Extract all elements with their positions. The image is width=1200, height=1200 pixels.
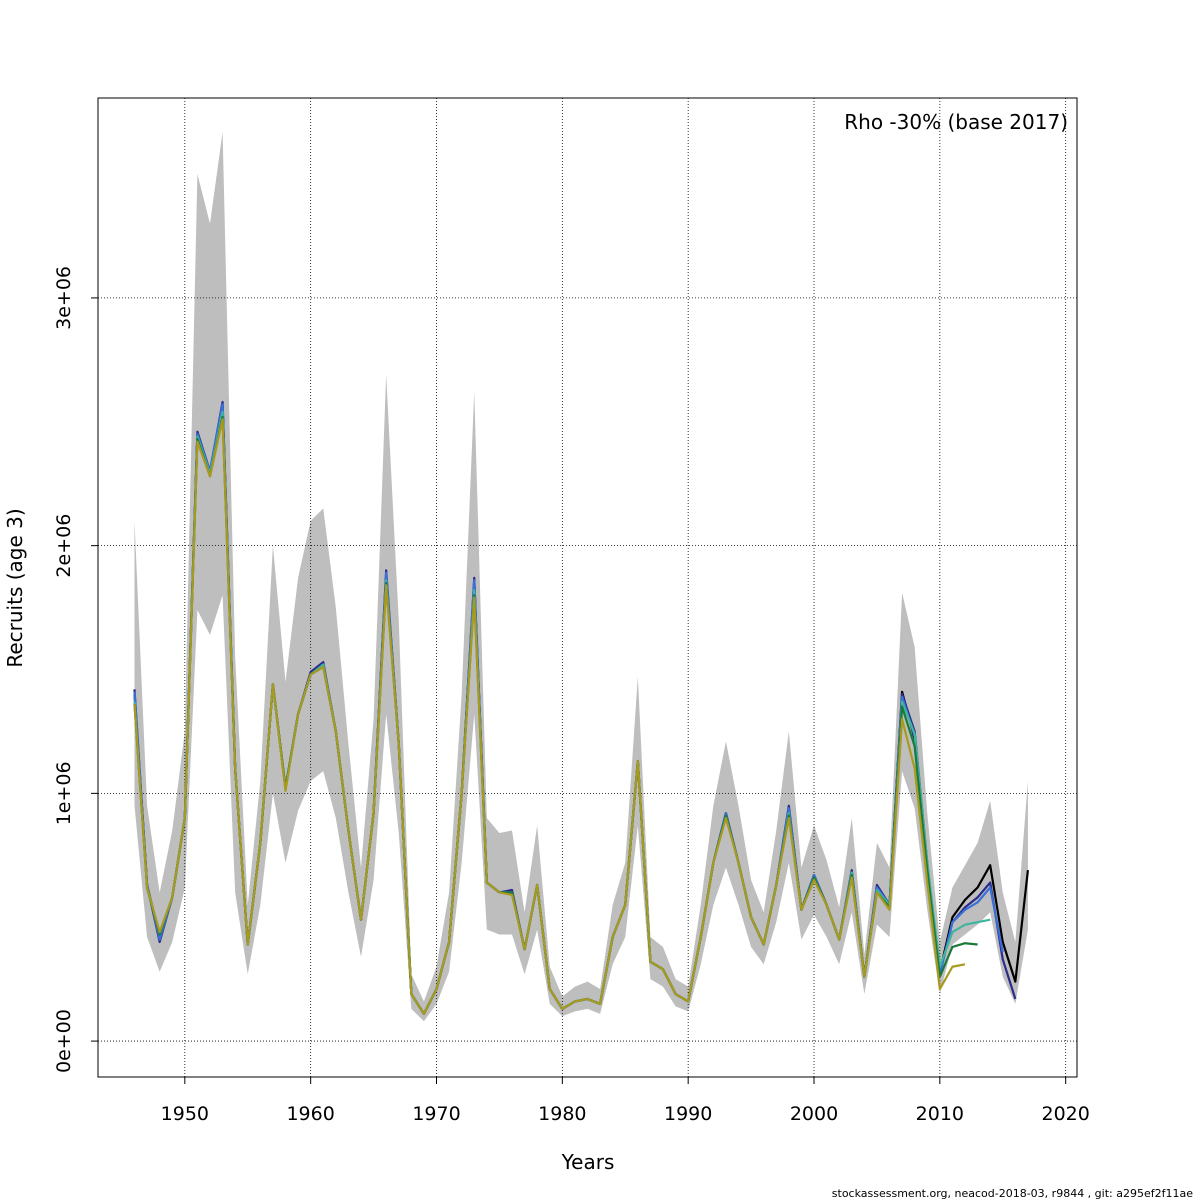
x-axis-title: Years (561, 1150, 615, 1174)
x-tick-label: 1950 (161, 1103, 209, 1125)
x-tick-label: 1990 (664, 1103, 712, 1125)
x-tick-label: 1980 (538, 1103, 586, 1125)
x-tick-label: 2020 (1041, 1103, 1089, 1125)
confidence-band (134, 131, 1028, 1022)
series-line (133, 418, 966, 1015)
y-axis-title: Recruits (age 3) (3, 508, 27, 667)
x-tick-label: 2010 (916, 1103, 964, 1125)
y-tick-label: 1e+06 (53, 761, 75, 825)
grid-layer (98, 98, 1077, 1077)
series-line (133, 415, 978, 1015)
band-layer (134, 131, 1028, 1022)
x-tick-label: 1970 (412, 1103, 460, 1125)
x-tick-label: 2000 (790, 1103, 838, 1125)
annotation: Rho -30% (base 2017) (844, 110, 1068, 134)
plot-frame (97, 97, 1078, 1078)
x-tick-label: 1960 (286, 1103, 334, 1125)
footer: stockassessment.org, neacod-2018-03, r98… (832, 1187, 1193, 1200)
y-tick-label: 2e+06 (53, 514, 75, 578)
y-tick-label: 3e+06 (53, 266, 75, 330)
lines-layer (133, 400, 1030, 1015)
y-tick-label: 0e+00 (53, 1009, 75, 1073)
axes-layer: 1950 1960 1970 1980 1990 2000 2010 2020 0e+00 1e+… (53, 266, 1090, 1125)
